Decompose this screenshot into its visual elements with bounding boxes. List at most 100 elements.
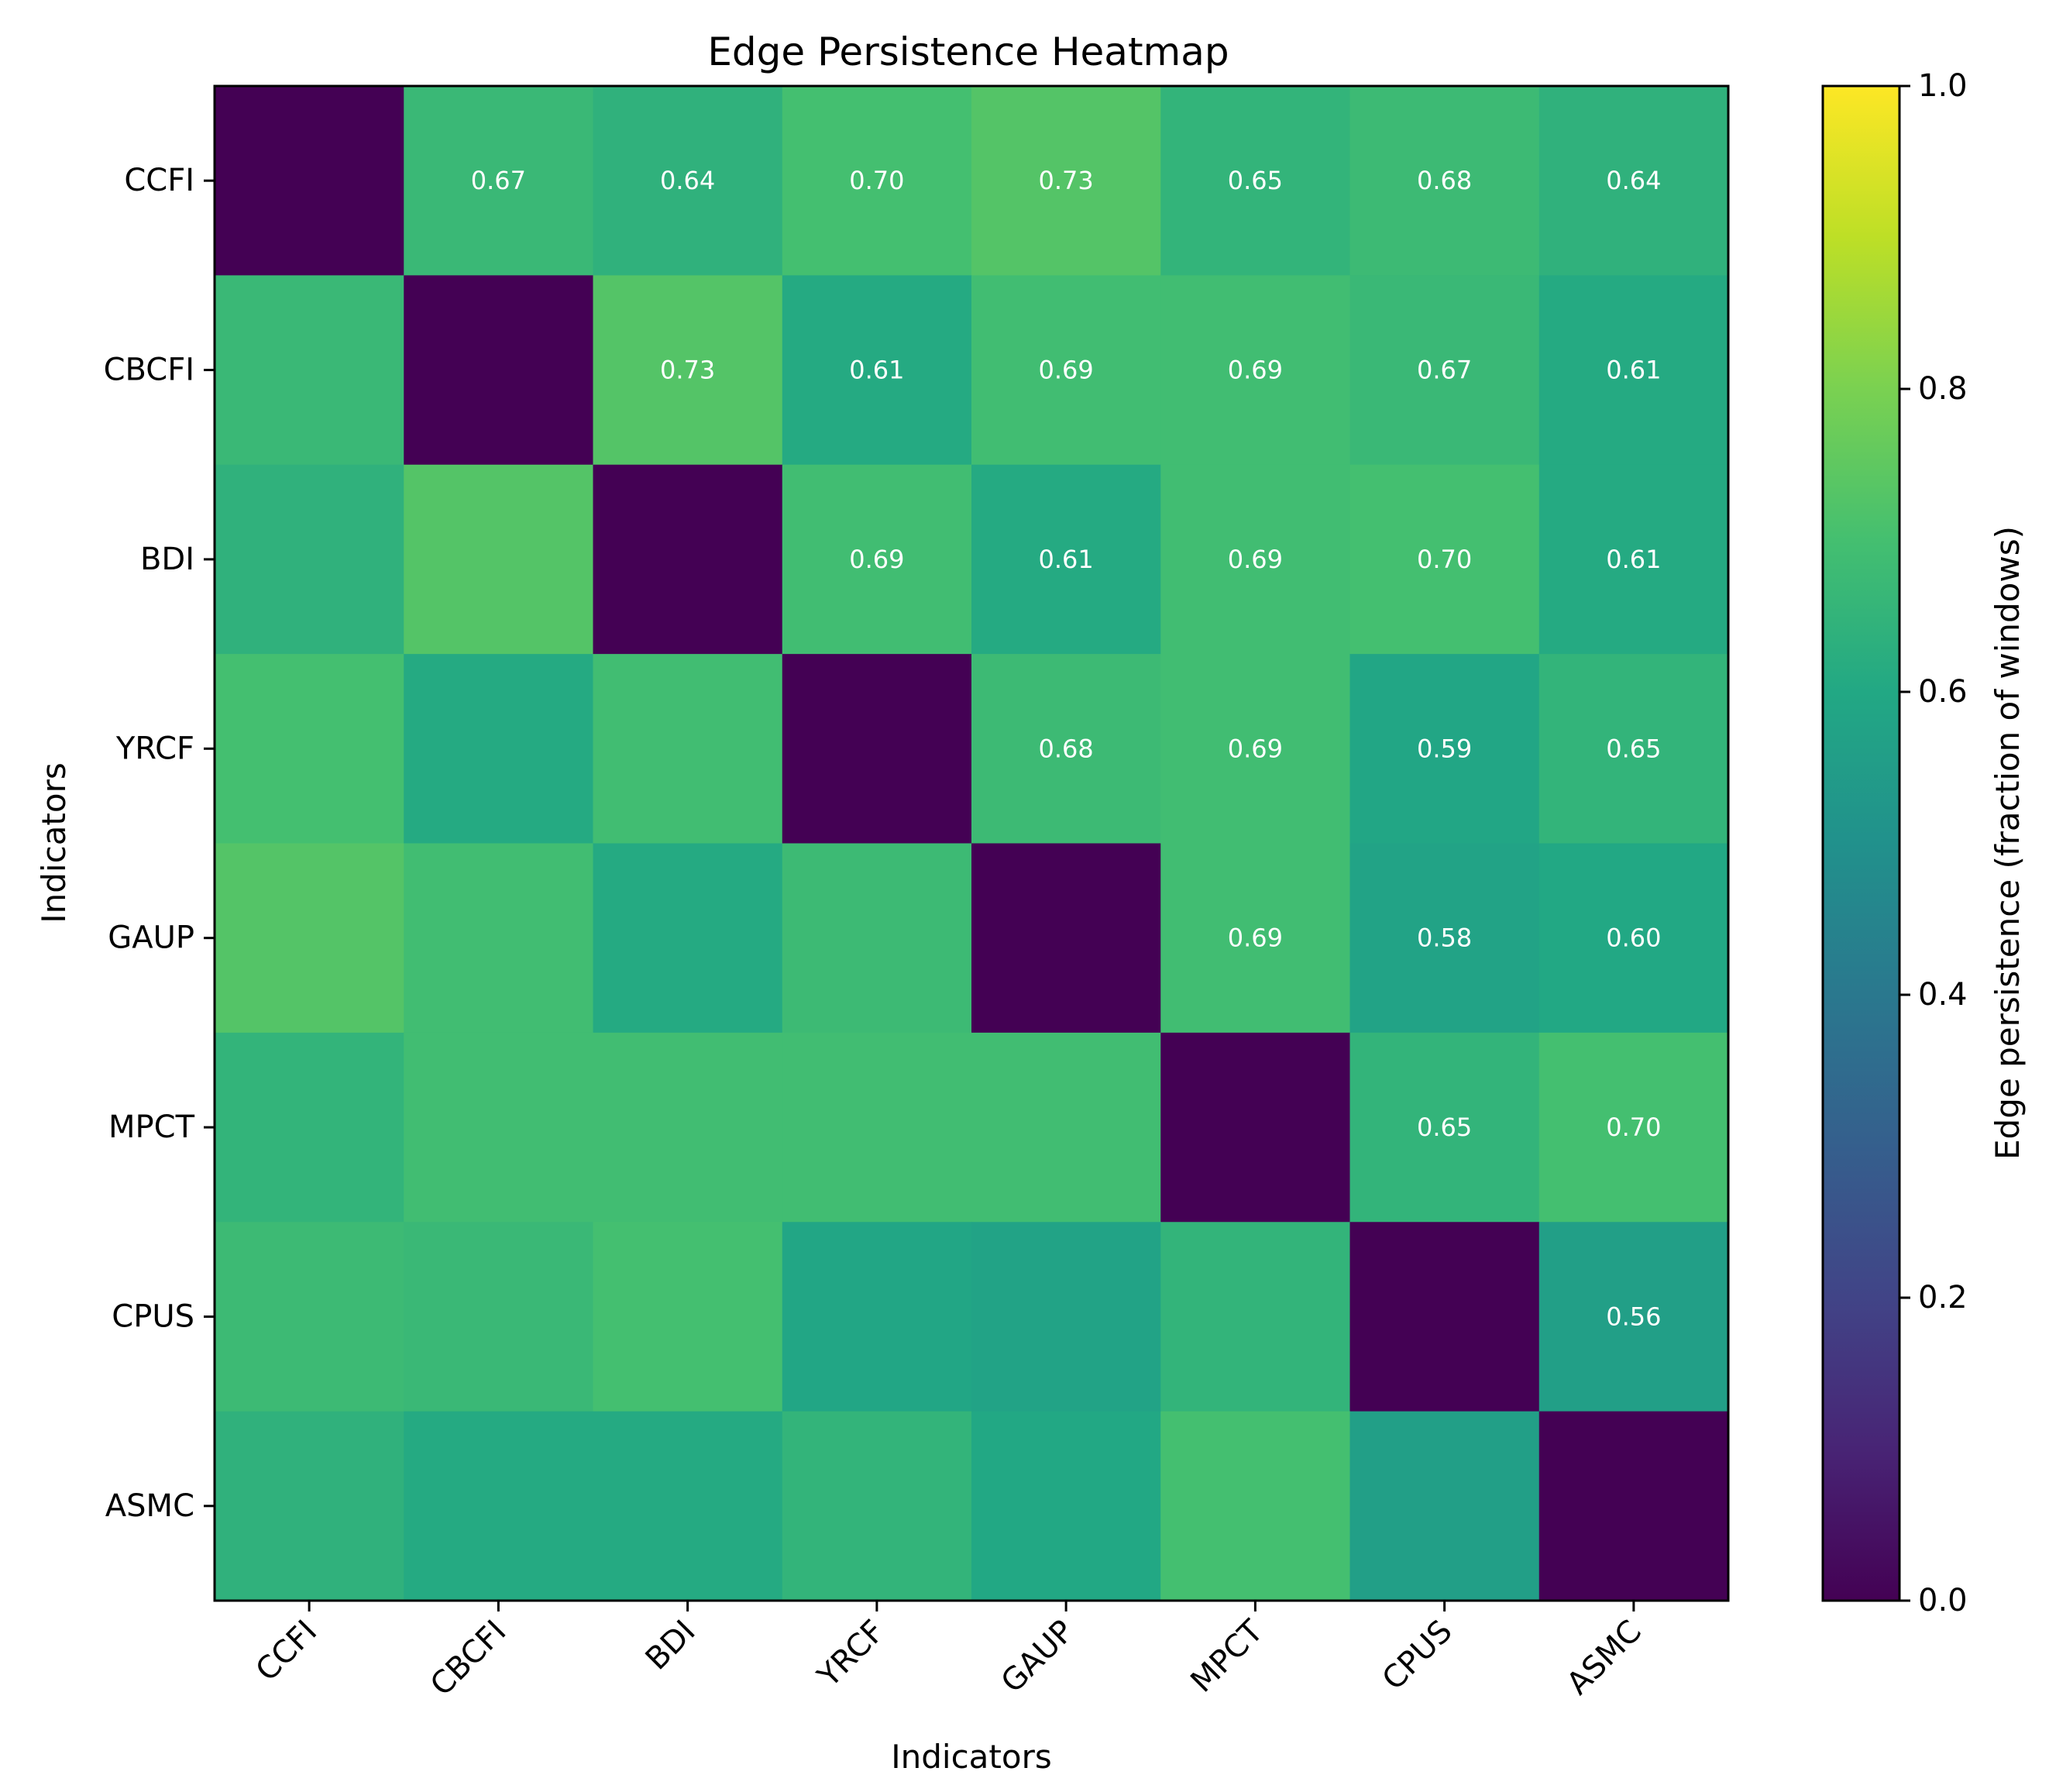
cell-value-label: 0.65 (1606, 734, 1661, 763)
heatmap-cell (404, 275, 594, 466)
heatmap-cell (215, 1222, 404, 1412)
y-tick-label: CPUS (112, 1298, 194, 1334)
cell-value-label: 0.70 (1606, 1113, 1661, 1142)
cell-value-label: 0.61 (1606, 545, 1661, 574)
heatmap-cell (215, 654, 404, 844)
heatmap-cell (782, 1032, 972, 1223)
heatmap-cell (404, 1411, 594, 1601)
heatmap-cell (593, 843, 783, 1034)
heatmap-cell (1349, 1032, 1540, 1223)
cell-value-label: 0.67 (471, 166, 526, 195)
cell-value-label: 0.69 (1228, 545, 1283, 574)
heatmap-cell (971, 654, 1161, 844)
cell-value-label: 0.65 (1417, 1113, 1472, 1142)
plot-frame (213, 84, 1730, 1602)
cell-value-label: 0.69 (1228, 356, 1283, 385)
y-tick-label: CBCFI (104, 353, 194, 388)
heatmap-cell (782, 1222, 972, 1412)
cell-value-label: 0.67 (1417, 356, 1472, 385)
cell-value-label: 0.70 (1417, 545, 1472, 574)
cell-value-label: 0.68 (1039, 734, 1094, 763)
heatmap-cell (593, 654, 783, 844)
heatmap-cell (1538, 1411, 1729, 1601)
cell-value-label: 0.61 (1606, 356, 1661, 385)
chart-title: Edge Persistence Heatmap (707, 29, 1229, 74)
heatmap-cell (215, 843, 404, 1034)
heatmap-cell (1160, 843, 1351, 1034)
heatmap-cell (215, 1032, 404, 1223)
heatmap-cell (593, 86, 783, 276)
heatmap-cell (404, 654, 594, 844)
heatmap-cell (1349, 86, 1540, 276)
cell-value-label: 0.69 (1228, 734, 1283, 763)
colorbar-tick-label: 0.6 (1918, 674, 1968, 710)
cell-value-label: 0.60 (1606, 924, 1661, 953)
heatmap-cell (593, 275, 783, 466)
colorbar-tick-label: 0.2 (1918, 1280, 1968, 1316)
heatmap-cell (215, 1411, 404, 1601)
heatmap-cell (1160, 654, 1351, 844)
heatmap-cell (1160, 464, 1351, 655)
heatmap-cell (1349, 654, 1540, 844)
heatmap-cell (782, 654, 972, 844)
x-tick-label: CBCFI (424, 1614, 514, 1704)
heatmap-cell (971, 1222, 1161, 1412)
y-tick-label: ASMC (105, 1488, 194, 1524)
cell-annotations: 0.67 0.64 0.70 0.73 0.65 0.68 0.64 0.73 0.61 0.69… (471, 166, 1662, 1331)
x-tick-label: MPCT (1184, 1613, 1270, 1699)
heatmap-cell (1349, 1411, 1540, 1601)
heatmap-cell (782, 275, 972, 466)
heatmap-cell (971, 1032, 1161, 1223)
heatmap-cell (593, 1032, 783, 1223)
heatmap-cell (1160, 86, 1351, 276)
heatmap-cell (1349, 275, 1540, 466)
heatmap-cell (404, 1032, 594, 1223)
cell-value-label: 0.69 (1228, 924, 1283, 953)
heatmap-cell (1349, 464, 1540, 655)
heatmap-cell (1538, 1222, 1729, 1412)
colorbar-tick-label: 0.4 (1918, 977, 1968, 1013)
y-tick-label: BDI (140, 542, 194, 577)
heatmap-cell (1160, 1032, 1351, 1223)
cell-value-label: 0.73 (660, 356, 715, 385)
heatmap-cell (1349, 843, 1540, 1034)
heatmap-cell (1538, 464, 1729, 655)
x-tick-label: BDI (639, 1614, 703, 1677)
cell-value-label: 0.58 (1417, 924, 1472, 953)
heatmap-cell (1538, 275, 1729, 466)
heatmap-cell (593, 464, 783, 655)
cell-value-label: 0.69 (849, 545, 904, 574)
x-tick-label: GAUP (995, 1614, 1081, 1701)
cell-value-label: 0.73 (1039, 166, 1094, 195)
heatmap-cell (404, 464, 594, 655)
heatmap-cell (1538, 86, 1729, 276)
cell-value-label: 0.70 (849, 166, 904, 195)
y-tick-label: YRCF (115, 731, 194, 766)
colorbar-label: Edge persistence (fraction of windows) (1989, 526, 2027, 1160)
cell-value-label: 0.65 (1228, 166, 1283, 195)
heatmap-cell (782, 1411, 972, 1601)
heatmap-cell (1538, 843, 1729, 1034)
heatmap-cell (782, 843, 972, 1034)
colorbar-tick-label: 1.0 (1918, 68, 1968, 104)
heatmap-cell (215, 86, 404, 276)
heatmap-cell (404, 843, 594, 1034)
heatmap-cell (1160, 275, 1351, 466)
y-axis-label: Indicators (35, 762, 73, 923)
heatmap-cell (971, 275, 1161, 466)
cell-value-label: 0.69 (1039, 356, 1094, 385)
cell-value-label: 0.61 (1039, 545, 1094, 574)
x-tick-label: ASMC (1560, 1614, 1648, 1702)
heatmap-cell (1160, 1222, 1351, 1412)
heatmap-cell (404, 1222, 594, 1412)
heatmap-cell (1160, 1411, 1351, 1601)
x-tick-label: YRCF (810, 1614, 892, 1695)
x-tick-label: CPUS (1376, 1614, 1459, 1697)
cell-value-label: 0.59 (1417, 734, 1472, 763)
heatmap-cell (1538, 1032, 1729, 1223)
heatmap-cell (782, 86, 972, 276)
heatmap-cell (593, 1222, 783, 1412)
heatmap-cell (782, 464, 972, 655)
y-tick-label: MPCT (108, 1109, 195, 1145)
